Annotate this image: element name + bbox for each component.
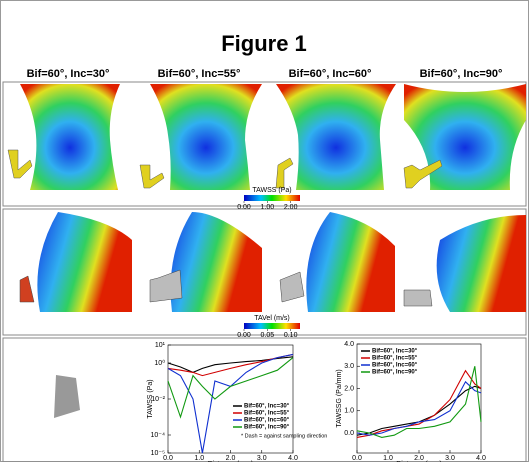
- x-tick-label: 4.0: [288, 455, 298, 462]
- colorbar-tick-label: 0.00: [237, 332, 251, 339]
- y-tick-label: 2.0: [344, 385, 354, 392]
- legend-label: Bif=60°, Inc=90°: [244, 425, 290, 431]
- x-tick-label: 0.0: [352, 455, 362, 462]
- colorbar: [244, 323, 300, 329]
- colorbar-tick-label: 0.10: [284, 332, 298, 339]
- column-header: Bif=60°, Inc=30°: [27, 68, 110, 80]
- colorbar-label: TAVel (m/s): [254, 315, 290, 322]
- x-tick-label: 4.0: [476, 455, 486, 462]
- y-tick-label: 10⁻⁴: [151, 432, 166, 439]
- x-tick-label: 1.0: [194, 455, 204, 462]
- x-tick-label: 1.0: [383, 455, 393, 462]
- series-line: [167, 353, 294, 454]
- colorbar-tick-label: 2.00: [284, 204, 298, 211]
- velocity-images: [19, 212, 526, 312]
- geometry-sketch: [54, 375, 80, 418]
- column-header: Bif=60°, Inc=55°: [158, 68, 241, 80]
- series-line: [167, 353, 294, 377]
- column-header: Bif=60°, Inc=90°: [420, 68, 503, 80]
- figure-title: Figure 1: [221, 31, 307, 56]
- x-axis-label: Distance (mm): [396, 461, 442, 462]
- x-axis-label: Distance (mm): [208, 461, 254, 462]
- x-tick-label: 3.0: [257, 455, 267, 462]
- x-tick-label: 2.0: [226, 455, 236, 462]
- y-tick-label: 10⁻²: [151, 396, 165, 403]
- y-axis-label: TAWSS (Pa): [147, 379, 154, 418]
- series-line: [356, 380, 482, 436]
- series-line: [356, 366, 482, 438]
- legend-label: Bif=60°, Inc=55°: [372, 356, 418, 362]
- colorbar-tick-label: 0.05: [261, 332, 275, 339]
- y-tick-label: 3.0: [344, 363, 354, 370]
- colorbar-tick-label: 1.00: [261, 204, 275, 211]
- x-tick-label: 3.0: [445, 455, 455, 462]
- legend-label: Bif=60°, Inc=60°: [244, 418, 290, 424]
- series-line: [167, 357, 294, 419]
- legend-label: Bif=60°, Inc=30°: [372, 349, 418, 355]
- y-tick-label: 10¹: [155, 342, 166, 349]
- x-tick-label: 2.0: [414, 455, 424, 462]
- column-header: Bif=60°, Inc=60°: [289, 68, 372, 80]
- colorbar-tick-label: 0.00: [237, 204, 251, 211]
- legend-label: Bif=60°, Inc=90°: [372, 370, 418, 376]
- series-line: [356, 369, 482, 438]
- legend-label: Bif=60°, Inc=60°: [372, 363, 418, 369]
- y-tick-label: 1.0: [344, 408, 354, 415]
- wss-images: [7, 84, 526, 190]
- annotation: * Dash = against sampling direction: [241, 433, 327, 439]
- legend-label: Bif=60°, Inc=30°: [244, 404, 290, 410]
- y-axis-label: TAWSSG (Pa/mm): [336, 369, 343, 427]
- colorbar-label: TAWSS (Pa): [252, 187, 291, 194]
- y-tick-label: 10⁻⁵: [151, 450, 165, 457]
- x-tick-label: 0.0: [163, 455, 173, 462]
- colorbar: [244, 195, 300, 201]
- y-tick-label: 10⁰: [154, 359, 165, 367]
- y-tick-label: 4.0: [344, 341, 354, 348]
- y-tick-label: 0.0: [344, 430, 354, 437]
- legend-label: Bif=60°, Inc=55°: [244, 411, 290, 417]
- series-line: [356, 385, 482, 436]
